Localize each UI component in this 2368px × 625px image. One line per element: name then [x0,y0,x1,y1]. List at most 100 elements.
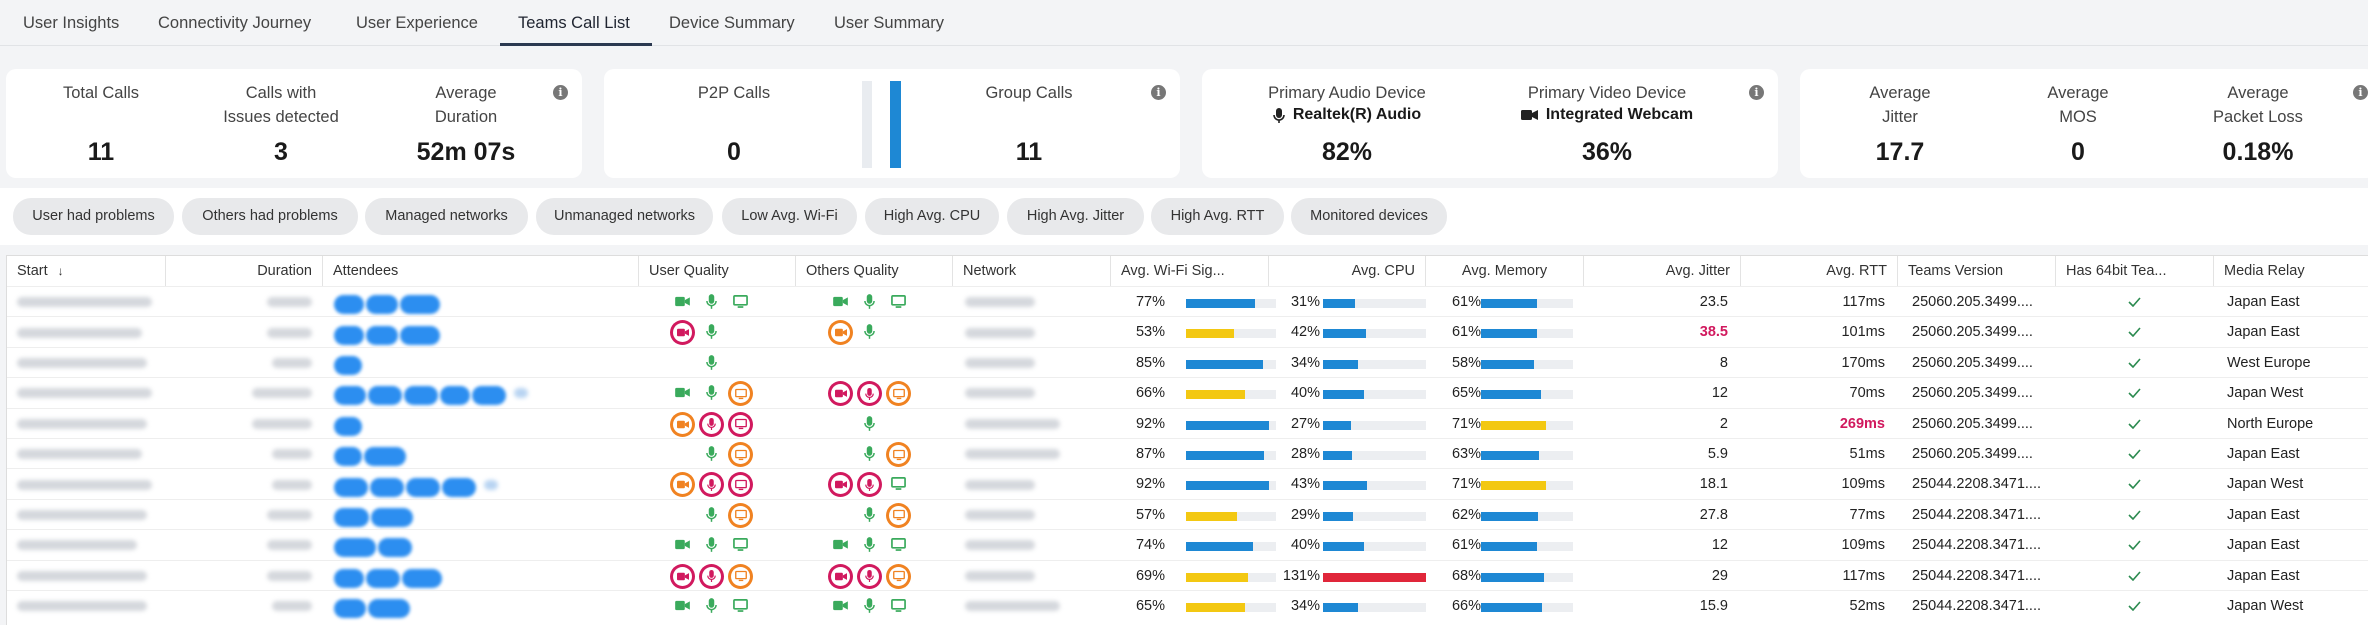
column-header-user-quality[interactable]: User Quality [639,256,796,286]
chip-low-avg-wifi[interactable]: Low Avg. Wi-Fi [722,198,857,235]
camera-icon [670,320,695,346]
column-header-avg-wifi[interactable]: Avg. Wi-Fi Sig... [1111,256,1269,286]
avg-duration-metric: Average Duration 52m 07s [366,81,566,171]
group-calls-metric: Group Calls 11 [929,81,1129,171]
camera-icon [1520,110,1538,120]
info-icon[interactable]: i [1749,85,1764,100]
memory-bar-fill [1481,542,1537,552]
screen-share-icon [728,502,753,528]
memory-value: 61% [1451,537,1481,554]
teams-version-value: 25060.205.3499.... [1912,354,2033,371]
table-row[interactable]: 57% 29% 62% 27.8 77ms 25044.2208.3471.... Japa… [7,498,2368,530]
microphone-icon [861,415,878,432]
attendees-cell-redacted[interactable] [334,439,408,469]
memory-bar-fill [1481,603,1542,612]
start-cell-redacted [17,561,147,591]
media-relay-value: Japan East [2227,446,2300,462]
tab-device-summary[interactable]: Device Summary [669,14,795,32]
tab-teams-call-list[interactable]: Teams Call List [518,14,630,32]
table-row[interactable]: 65% 34% 66% 15.9 52ms 25044.2208.3471.... Japa… [7,590,2368,620]
wifi-bar-fill [1186,359,1263,369]
camera-icon [670,563,695,589]
camera-icon [828,563,853,589]
attendees-cell-redacted[interactable] [334,591,412,621]
table-row[interactable]: 92% 27% 71% 2 269ms 25060.205.3499.... North E… [7,407,2368,439]
microphone-icon [699,472,724,498]
column-header-has-64bit[interactable]: Has 64bit Tea... [2056,256,2214,286]
microphone-icon [703,597,720,614]
tab-connectivity-journey[interactable]: Connectivity Journey [158,14,312,32]
chip-user-had-problems[interactable]: User had problems [13,198,174,235]
tab-user-experience[interactable]: User Experience [356,14,478,32]
jitter-value: 18.1 [1699,476,1728,493]
network-cell-redacted [965,469,1035,499]
avg-mos-metric: Average MOS 0 [1978,81,2178,171]
tab-user-summary[interactable]: User Summary [834,14,945,32]
column-header-others-quality[interactable]: Others Quality [796,256,953,286]
network-cell-redacted [965,500,1035,530]
duration-cell-redacted [272,439,312,469]
table-row[interactable]: 92% 43% 71% 18.1 109ms 25044.2208.3471.... Jap… [7,468,2368,498]
attendees-cell-redacted[interactable] [334,287,442,317]
wifi-value: 53% [1135,324,1165,341]
teams-version-value: 25044.2208.3471.... [1912,506,2042,523]
attendees-cell-redacted[interactable] [334,561,444,591]
table-row[interactable]: 69% 131% 68% 29 117ms 25044.2208.3471.... Japa… [7,559,2368,591]
column-header-avg-memory[interactable]: Avg. Memory [1426,256,1584,286]
tab-user-insights[interactable]: User Insights [23,14,120,32]
table-row[interactable]: 87% 28% 63% 5.9 51ms 25060.205.3499.... Japan … [7,438,2368,468]
memory-value: 71% [1451,476,1481,493]
chip-high-avg-cpu[interactable]: High Avg. CPU [865,198,999,235]
column-header-avg-cpu[interactable]: Avg. CPU [1269,256,1426,286]
wifi-bar-fill [1186,603,1245,612]
memory-value: 68% [1451,567,1481,584]
check-icon [2128,469,2141,499]
cpu-bar [1323,451,1426,460]
microphone-icon [703,536,720,553]
wifi-bar [1186,511,1276,521]
start-cell-redacted [17,348,147,378]
table-row[interactable]: 53% 42% 61% 38.5 101ms 25060.205.3499.... Japa… [7,316,2368,346]
duration-cell-redacted [272,348,312,378]
start-cell-redacted [17,409,147,439]
info-icon[interactable]: i [2353,85,2368,100]
attendees-cell-redacted[interactable] [334,409,364,439]
jitter-value: 12 [1711,385,1728,402]
attendees-cell-redacted[interactable] [334,317,442,347]
column-header-duration[interactable]: Duration [166,256,323,286]
info-icon[interactable]: i [553,85,568,100]
jitter-value: 8 [1719,354,1728,371]
chip-high-avg-rtt[interactable]: High Avg. RTT [1151,198,1284,235]
attendees-cell-redacted[interactable] [334,378,528,408]
column-header-attendees[interactable]: Attendees [323,256,639,286]
memory-bar-fill [1481,359,1534,369]
column-header-start[interactable]: Start ↓ [7,256,166,286]
wifi-bar-fill [1186,390,1245,400]
chip-unmanaged-networks[interactable]: Unmanaged networks [536,198,713,235]
table-row[interactable]: 74% 40% 61% 12 109ms 25044.2208.3471.... Japan… [7,529,2368,559]
table-row[interactable]: 85% 34% 58% 8 170ms 25060.205.3499.... West Eu… [7,346,2368,378]
attendees-cell-redacted[interactable] [334,469,498,499]
media-relay-value: Japan West [2227,476,2304,493]
chip-others-had-problems[interactable]: Others had problems [182,198,358,235]
table-row[interactable]: 77% 31% 61% 23.5 117ms 25060.205.3499.... Japa… [7,286,2368,316]
attendees-cell-redacted[interactable] [334,348,364,378]
attendees-cell-redacted[interactable] [334,530,414,560]
column-header-avg-jitter[interactable]: Avg. Jitter [1584,256,1741,286]
column-header-avg-rtt[interactable]: Avg. RTT [1741,256,1898,286]
network-cell-redacted [965,591,1060,621]
duration-label-2: Duration [434,108,498,126]
chip-high-avg-jitter[interactable]: High Avg. Jitter [1007,198,1144,235]
chip-managed-networks[interactable]: Managed networks [365,198,528,235]
column-header-teams-version[interactable]: Teams Version [1898,256,2056,286]
column-header-media-relay[interactable]: Media Relay [2224,263,2305,279]
cpu-bar-fill [1323,329,1366,339]
duration-label-1: Average [435,84,497,102]
teams-version-value: 25044.2208.3471.... [1912,537,2042,554]
jitter-value: 27.8 [1699,506,1728,523]
info-icon[interactable]: i [1151,85,1166,100]
table-row[interactable]: 66% 40% 65% 12 70ms 25060.205.3499.... Japan W… [7,377,2368,407]
attendees-cell-redacted[interactable] [334,500,415,530]
chip-monitored-devices[interactable]: Monitored devices [1291,198,1447,235]
column-header-network[interactable]: Network [953,256,1111,286]
